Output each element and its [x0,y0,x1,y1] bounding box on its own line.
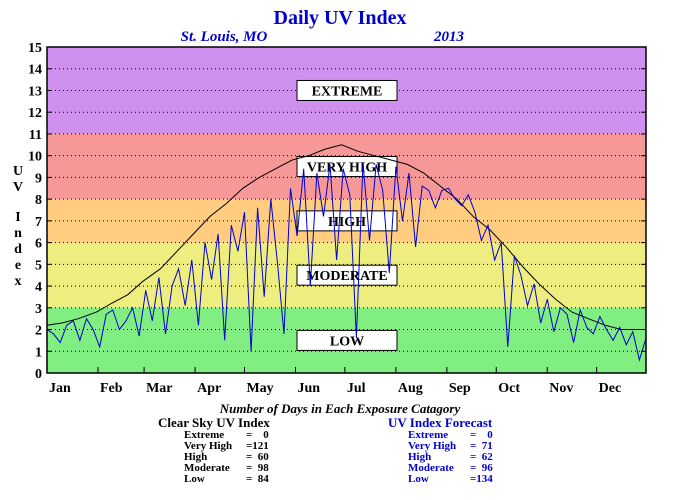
x-tick-label: Feb [100,381,123,396]
y-tick-label: 2 [35,324,42,339]
row-value: = 0 [470,429,493,441]
chart-title: Daily UV Index [274,7,407,29]
band-label-box [296,264,398,286]
y-tick-label: 10 [28,150,42,165]
y-tick-label: 5 [35,258,42,273]
band-labels: LOW MODERATE HIGH VERY HIGH EXTREME [296,79,398,351]
x-tick-label: May [246,381,273,396]
y-tick-label: 14 [28,63,42,78]
y-axis-label-char: V [13,180,23,195]
row-value: = 60 [246,451,269,463]
forecast-series-line [46,162,647,362]
chart-year: 2013 [433,29,465,45]
row-label: Moderate [408,462,454,474]
row-label: High [184,451,208,463]
row-label: High [408,451,432,463]
y-tick-label: 11 [29,128,42,143]
y-tick-label: 9 [35,171,42,186]
x-tick-label: Sep [449,381,471,396]
x-tick-label: Oct [498,381,520,396]
summary-row: Very High = 71 [408,441,493,452]
band-label: HIGH [328,215,366,230]
y-tick-label: 13 [28,84,42,99]
x-tick-label: Jun [297,381,320,396]
plot-frame [46,46,647,374]
x-tick-label: Mar [146,381,172,396]
x-axis-ticks: Jan Feb Mar Apr May Jun Jul Aug Sep Oct Nov Dec [46,367,622,396]
x-tick-label: Dec [599,381,622,396]
summary-row: Moderate = 96 [408,463,493,474]
y-tick-label: 6 [35,237,42,252]
clear-sky-series-line [46,144,646,330]
band-label: VERY HIGH [307,161,387,176]
summary-row: High = 60 [184,452,270,463]
band-label-box [296,79,398,101]
x-tick-label: Jul [347,381,366,396]
x-tick-label: Apr [197,381,221,396]
forecast-summary-title: UV Index Forecast [388,415,493,430]
forecast-summary: UV Index Forecast Extreme = 0 Very High = … [388,416,493,485]
series-lines [46,144,647,362]
band-label: LOW [330,334,364,349]
x-tick-label: Nov [549,381,573,396]
row-value: =134 [470,473,493,485]
summary-row: Low = 84 [184,474,270,485]
row-value: = 98 [246,462,269,474]
row-label: Extreme [184,429,225,441]
row-value: =121 [246,440,269,452]
summary-row: Moderate = 98 [184,463,270,474]
row-label: Very High [408,440,457,452]
row-label: Low [184,473,205,485]
row-value: = 0 [246,429,269,441]
summary-row: Very High =121 [184,441,270,452]
row-value: = 96 [470,462,493,474]
band-label-box [296,156,398,178]
y-tick-label: 1 [35,345,42,360]
band-label: EXTREME [312,84,383,99]
y-axis-label-char: e [15,258,21,273]
row-label: Moderate [184,462,230,474]
y-tick-label: 4 [35,280,42,295]
chart-location: St. Louis, MO [181,29,268,45]
y-axis-label-char: d [14,242,22,257]
y-tick-label: 7 [35,215,42,230]
summary-title: Number of Days in Each Exposure Catagory [219,401,461,416]
band-label-box [296,329,398,351]
row-label: Very High [184,440,233,452]
y-axis-label-char: n [14,226,22,241]
y-tick-label: 0 [35,367,42,382]
row-value: = 62 [470,451,493,463]
clear-sky-summary-title: Clear Sky UV Index [158,415,270,430]
x-tick-label: Aug [398,381,423,396]
y-axis-label-char: U [13,164,23,179]
y-axis-label-char: I [15,210,20,225]
y-axis-label-char: x [15,274,22,289]
x-tick-label: Jan [49,381,71,396]
row-value: = 84 [246,473,269,485]
band-label: MODERATE [306,269,387,284]
summary-row: Extreme = 0 [184,430,270,441]
y-tick-label: 8 [35,193,42,208]
y-tick-label: 12 [28,106,42,121]
uv-chart: Daily UV Index St. Louis, MO 2013 LOWMOD… [13,7,647,396]
y-tick-label: 3 [35,302,42,317]
row-label: Extreme [408,429,449,441]
row-value: = 71 [470,440,493,452]
summary-row: High = 62 [408,452,493,463]
summary-row: Low =134 [408,474,493,485]
row-label: Low [408,473,429,485]
clear-sky-summary: Clear Sky UV Index Extreme = 0 Very High =… [158,416,270,485]
y-tick-label: 15 [28,41,42,56]
summary-row: Extreme = 0 [408,430,493,441]
